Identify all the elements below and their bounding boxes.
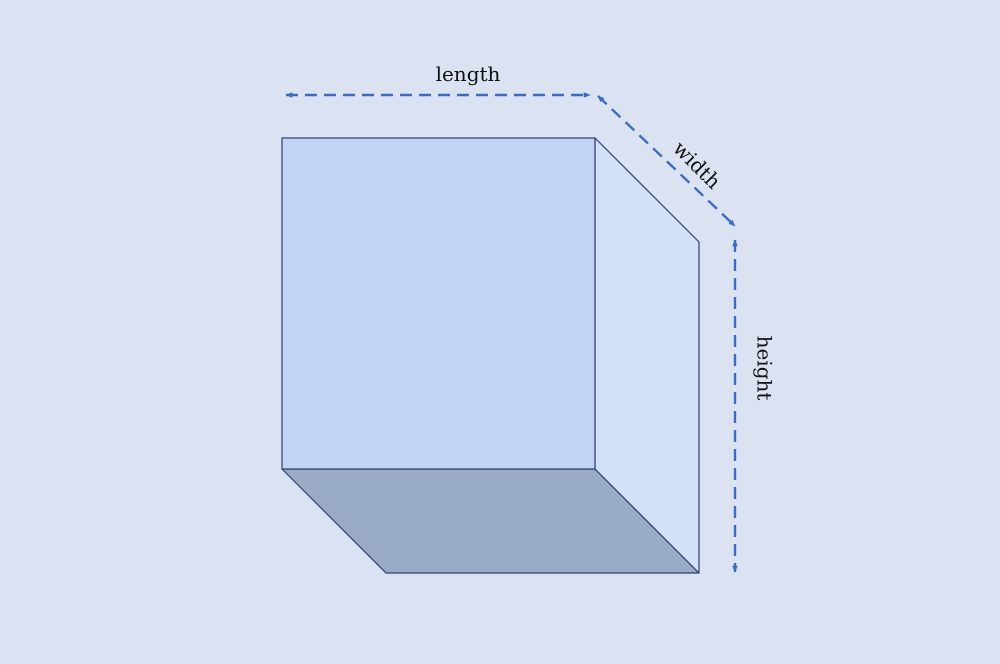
length-label: length [436,62,501,86]
height-label: height [753,336,777,401]
width-dimension-arrow [597,95,736,227]
box-front-face [281,137,596,470]
width-label: width [668,136,726,194]
